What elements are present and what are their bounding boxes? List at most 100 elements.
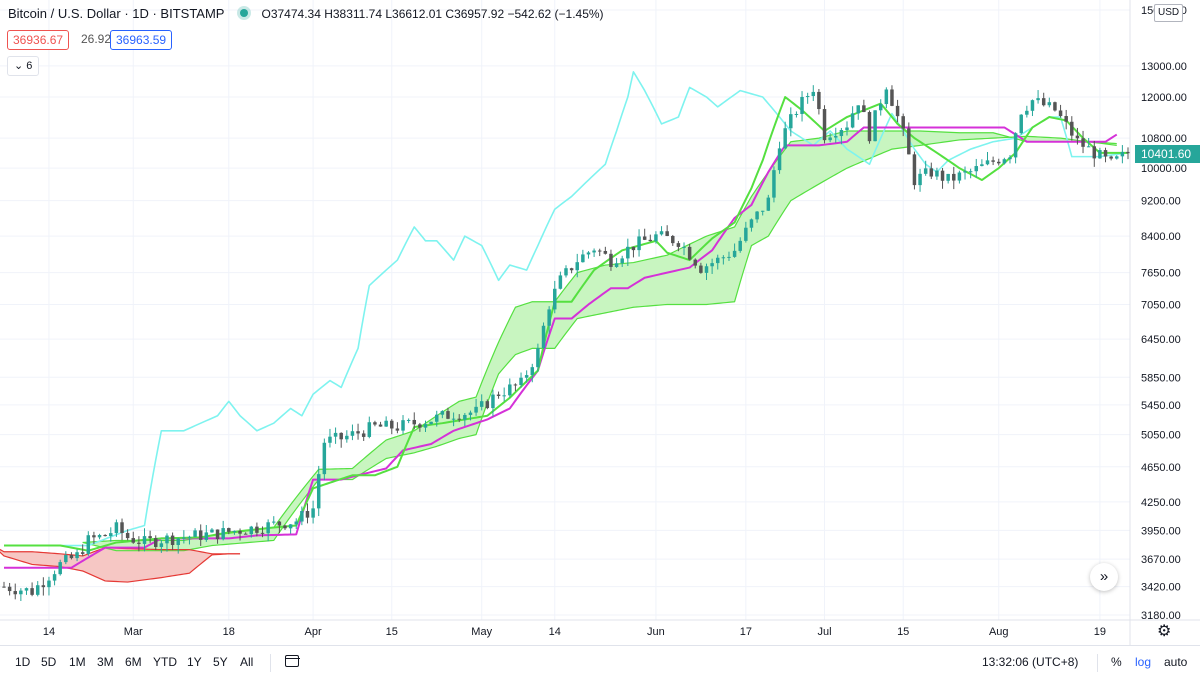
range-all[interactable]: All xyxy=(240,655,254,669)
candle-body xyxy=(592,250,596,253)
candle-body xyxy=(356,431,360,434)
candle-body xyxy=(884,89,889,105)
candle-body xyxy=(35,585,40,595)
gear-icon[interactable]: ⚙ xyxy=(1157,623,1172,640)
candle-body xyxy=(187,536,192,538)
candle-body xyxy=(24,588,29,591)
candle-body xyxy=(103,534,107,537)
clock-time[interactable]: 13:32:06 (UTC+8) xyxy=(982,655,1079,669)
range-5y[interactable]: 5Y xyxy=(213,655,228,669)
range-3m[interactable]: 3M xyxy=(97,655,114,669)
candle-body xyxy=(198,530,203,540)
time-axis[interactable]: 14 Mar 18 Apr 15 May 14 Jun 17 Jul 15 Aug 19 xyxy=(0,619,1200,638)
candle-body xyxy=(401,420,405,431)
span-b-line xyxy=(82,135,1117,552)
time-tick-label: 15 xyxy=(386,626,398,638)
range-ytd[interactable]: YTD xyxy=(153,655,177,669)
candle-body xyxy=(676,243,681,247)
candle-body xyxy=(828,137,832,141)
candle-body xyxy=(52,574,57,581)
candle-body xyxy=(732,250,737,257)
candle-body xyxy=(434,414,439,422)
candle-body xyxy=(850,113,855,128)
candle-body xyxy=(131,538,136,543)
bid-price[interactable]: 36936.67 xyxy=(7,30,70,50)
price-axis[interactable]: 15000.0013000.0012000.0010800.0010000.00… xyxy=(1129,0,1187,645)
candle-body xyxy=(294,521,298,525)
candle-body xyxy=(153,538,158,547)
currency-badge[interactable]: USD xyxy=(1154,4,1184,22)
candle-body xyxy=(1013,133,1018,158)
candle-body xyxy=(642,236,647,240)
candle-body xyxy=(300,511,304,522)
price-tick-label: 12000.00 xyxy=(1141,92,1187,104)
candle-body xyxy=(418,424,422,428)
candle-body xyxy=(311,508,315,518)
candle-body xyxy=(210,529,214,533)
range-6m[interactable]: 6M xyxy=(125,655,142,669)
time-tick-label: 14 xyxy=(549,626,561,638)
candle-body xyxy=(496,394,501,396)
candle-body xyxy=(710,263,714,267)
candle-body xyxy=(255,526,259,533)
calendar-icon[interactable] xyxy=(284,655,300,667)
candle-body xyxy=(378,424,383,427)
candle-body xyxy=(912,154,917,186)
candle-body xyxy=(305,511,310,518)
candle-body xyxy=(569,268,574,271)
candle-body xyxy=(558,275,563,289)
range-1y[interactable]: 1Y xyxy=(187,655,202,669)
candle-body xyxy=(148,536,152,539)
candle-body xyxy=(597,250,602,252)
range-1m[interactable]: 1M xyxy=(69,655,86,669)
candle-body xyxy=(457,418,461,420)
price-tick-label: 9200.00 xyxy=(1141,196,1181,208)
candle-body xyxy=(907,128,911,155)
time-tick-label: Apr xyxy=(305,626,322,638)
candle-body xyxy=(1120,151,1125,157)
candle-body xyxy=(120,522,124,533)
candle-body xyxy=(744,227,748,241)
candle-body xyxy=(41,585,46,588)
range-5d[interactable]: 5D xyxy=(41,655,57,669)
candle-body xyxy=(479,401,484,407)
candle-body xyxy=(1109,156,1113,159)
last-price-label: 10401.60 xyxy=(1135,145,1200,163)
ask-price[interactable]: 36963.59 xyxy=(110,30,173,50)
time-tick-label: Jul xyxy=(817,626,831,638)
price-tick-label: 4650.00 xyxy=(1141,462,1181,474)
candle-body xyxy=(1064,116,1068,122)
range-1d[interactable]: 1D xyxy=(15,655,31,669)
candle-body xyxy=(811,91,816,97)
price-tick-label: 4250.00 xyxy=(1141,497,1181,509)
time-tick-label: Mar xyxy=(124,626,143,638)
time-tick-label: 15 xyxy=(897,626,909,638)
candle-body xyxy=(817,91,821,110)
log-scale-toggle[interactable]: log xyxy=(1135,655,1152,669)
candle-body xyxy=(350,431,355,436)
candle-body xyxy=(227,528,231,532)
candle-body xyxy=(1058,110,1063,117)
candle-body xyxy=(575,262,579,271)
red-span-b-line xyxy=(0,551,241,583)
candle-body xyxy=(564,268,568,276)
indicators-collapse-button[interactable]: ⌄ 6 xyxy=(7,56,40,76)
candle-body xyxy=(491,394,495,409)
candle-body xyxy=(856,105,860,114)
candle-body xyxy=(463,414,467,420)
symbol-title[interactable]: Bitcoin / U.S. Dollar · 1D · BITSTAMP xyxy=(8,6,225,21)
scroll-to-realtime-button[interactable]: » xyxy=(1090,563,1118,591)
percent-scale-toggle[interactable]: % xyxy=(1111,655,1122,669)
candle-body xyxy=(109,533,113,537)
divider xyxy=(270,654,271,672)
candle-body xyxy=(58,562,62,575)
auto-scale-toggle[interactable]: auto xyxy=(1164,655,1188,669)
candle-body xyxy=(1081,138,1085,147)
candle-body xyxy=(384,420,388,427)
price-chart[interactable]: 15000.0013000.0012000.0010800.0010000.00… xyxy=(0,0,1200,645)
candle-body xyxy=(929,168,934,177)
candle-body xyxy=(75,552,79,559)
candle-body xyxy=(159,543,164,547)
candle-body xyxy=(266,522,270,534)
chevron-down-icon: ⌄ xyxy=(14,60,24,72)
